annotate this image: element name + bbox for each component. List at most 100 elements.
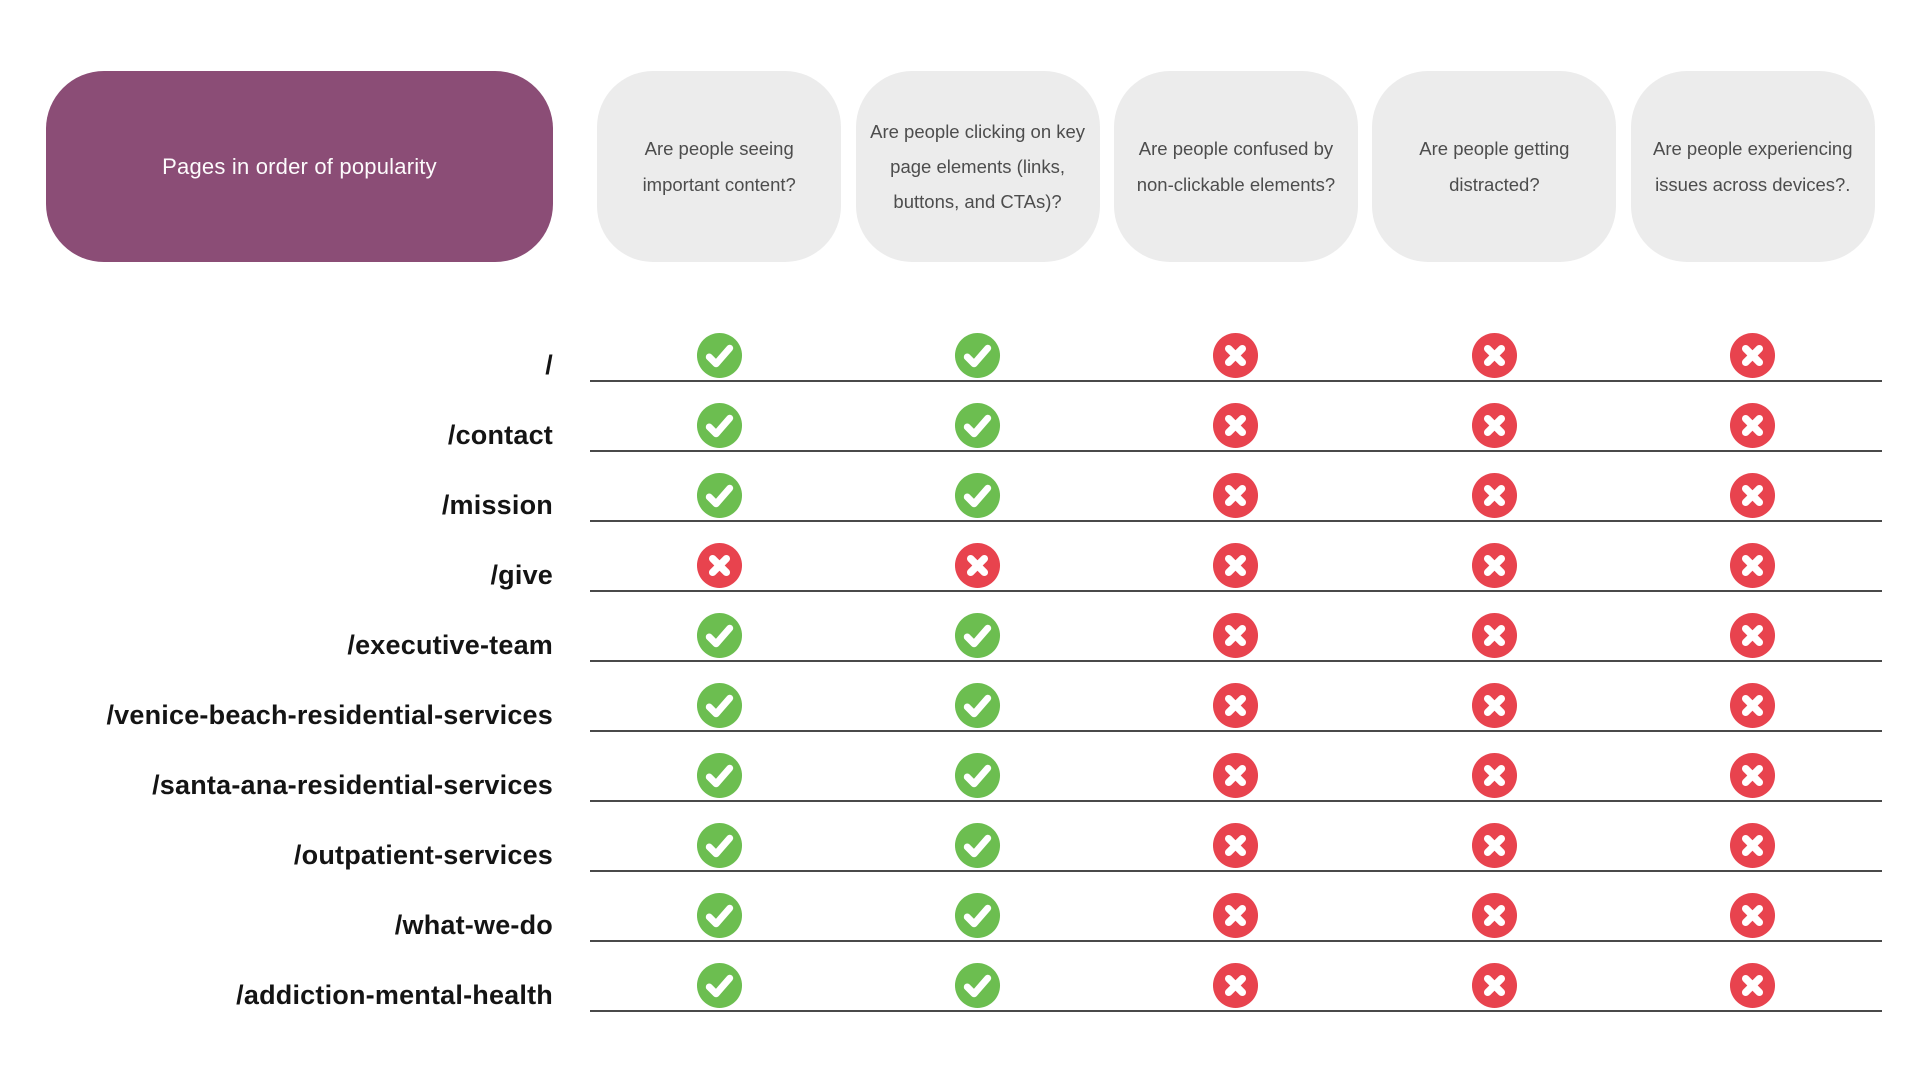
x-circle-icon — [1213, 612, 1259, 659]
x-circle-icon — [1213, 402, 1259, 449]
row-divider — [590, 312, 1882, 382]
x-circle-icon — [1730, 962, 1776, 1009]
status-cell-no — [1365, 542, 1623, 590]
check-circle-icon — [955, 962, 1001, 1009]
x-circle-icon — [1730, 822, 1776, 869]
status-cell-yes — [848, 682, 1106, 730]
status-cell-no — [848, 542, 1106, 590]
x-circle-icon — [1730, 892, 1776, 939]
row-divider — [590, 942, 1882, 1012]
status-cell-yes — [848, 332, 1106, 380]
status-cell-no — [1107, 402, 1365, 450]
status-cell-no — [1624, 962, 1882, 1010]
column-header-box-4: Are people getting distracted? — [1372, 71, 1617, 262]
column-header-label: Are people confused by non-clickable ele… — [1136, 138, 1336, 195]
check-circle-icon — [955, 822, 1001, 869]
page-label: /give — [490, 560, 553, 590]
row-divider — [590, 382, 1882, 452]
status-cell-yes — [848, 402, 1106, 450]
x-circle-icon — [1730, 332, 1776, 379]
x-circle-icon — [1730, 472, 1776, 519]
status-cell-no — [1624, 752, 1882, 800]
check-circle-icon — [696, 612, 742, 659]
table-row: /give — [0, 522, 1920, 592]
status-cell-no — [1365, 402, 1623, 450]
status-cell-no — [1107, 542, 1365, 590]
column-header-box-1: Are people seeing important content? — [597, 71, 842, 262]
status-cell-no — [1365, 612, 1623, 660]
status-cell-no — [1365, 822, 1623, 870]
check-circle-icon — [955, 892, 1001, 939]
check-circle-icon — [696, 332, 742, 379]
table-row: /santa-ana-residential-services — [0, 732, 1920, 802]
x-circle-icon — [1213, 962, 1259, 1009]
status-cell-no — [1365, 962, 1623, 1010]
status-cell-yes — [590, 332, 848, 380]
status-cell-no — [1624, 682, 1882, 730]
x-circle-icon — [1471, 402, 1517, 449]
status-cell-yes — [590, 402, 848, 450]
column-header-label: Are people getting distracted? — [1419, 138, 1570, 195]
status-cell-no — [1624, 822, 1882, 870]
status-cell-yes — [848, 962, 1106, 1010]
x-circle-icon — [1471, 472, 1517, 519]
check-circle-icon — [696, 472, 742, 519]
status-cell-yes — [590, 472, 848, 520]
status-cell-no — [1365, 892, 1623, 940]
status-cell-no — [1107, 962, 1365, 1010]
check-circle-icon — [955, 472, 1001, 519]
page-label: /mission — [441, 490, 553, 520]
x-circle-icon — [1471, 612, 1517, 659]
table-row: /venice-beach-residential-services — [0, 662, 1920, 732]
check-circle-icon — [696, 962, 742, 1009]
status-cell-yes — [590, 612, 848, 660]
check-circle-icon — [696, 892, 742, 939]
page-label: /outpatient-services — [293, 840, 553, 870]
status-cell-no — [1365, 332, 1623, 380]
table-row: /addiction-mental-health — [0, 942, 1920, 1012]
header-row: Pages in order of popularity Are people … — [0, 0, 1920, 262]
status-cell-no — [1107, 752, 1365, 800]
table-row: /outpatient-services — [0, 802, 1920, 872]
status-cell-no — [1624, 542, 1882, 590]
x-circle-icon — [1730, 752, 1776, 799]
column-header-label: Are people seeing important content? — [642, 138, 796, 195]
status-cell-yes — [590, 822, 848, 870]
pages-header-box: Pages in order of popularity — [46, 71, 553, 262]
check-circle-icon — [955, 752, 1001, 799]
status-cell-yes — [590, 752, 848, 800]
row-divider — [590, 592, 1882, 662]
x-circle-icon — [1213, 332, 1259, 379]
column-header-box-5: Are people experiencing issues across de… — [1630, 71, 1875, 262]
page-label: /executive-team — [347, 630, 553, 660]
status-cell-no — [1107, 682, 1365, 730]
page-label: /venice-beach-residential-services — [106, 700, 553, 730]
status-cell-yes — [848, 892, 1106, 940]
page-label: /addiction-mental-health — [236, 980, 553, 1010]
status-cell-yes — [848, 612, 1106, 660]
x-circle-icon — [1730, 682, 1776, 729]
x-circle-icon — [1471, 752, 1517, 799]
status-cell-yes — [590, 962, 848, 1010]
status-cell-no — [1365, 472, 1623, 520]
table-row: /executive-team — [0, 592, 1920, 662]
page-label: /contact — [447, 420, 553, 450]
status-cell-yes — [848, 472, 1106, 520]
row-divider — [590, 662, 1882, 732]
check-circle-icon — [696, 822, 742, 869]
x-circle-icon — [1213, 892, 1259, 939]
row-divider — [590, 732, 1882, 802]
x-circle-icon — [1471, 892, 1517, 939]
page-label: / — [545, 350, 553, 380]
status-cell-yes — [590, 682, 848, 730]
x-circle-icon — [1730, 402, 1776, 449]
x-circle-icon — [1213, 472, 1259, 519]
check-circle-icon — [955, 332, 1001, 379]
x-circle-icon — [696, 542, 742, 589]
status-cell-no — [1107, 332, 1365, 380]
page-label: /what-we-do — [394, 910, 553, 940]
status-cell-yes — [848, 822, 1106, 870]
check-circle-icon — [955, 612, 1001, 659]
status-cell-no — [1365, 682, 1623, 730]
